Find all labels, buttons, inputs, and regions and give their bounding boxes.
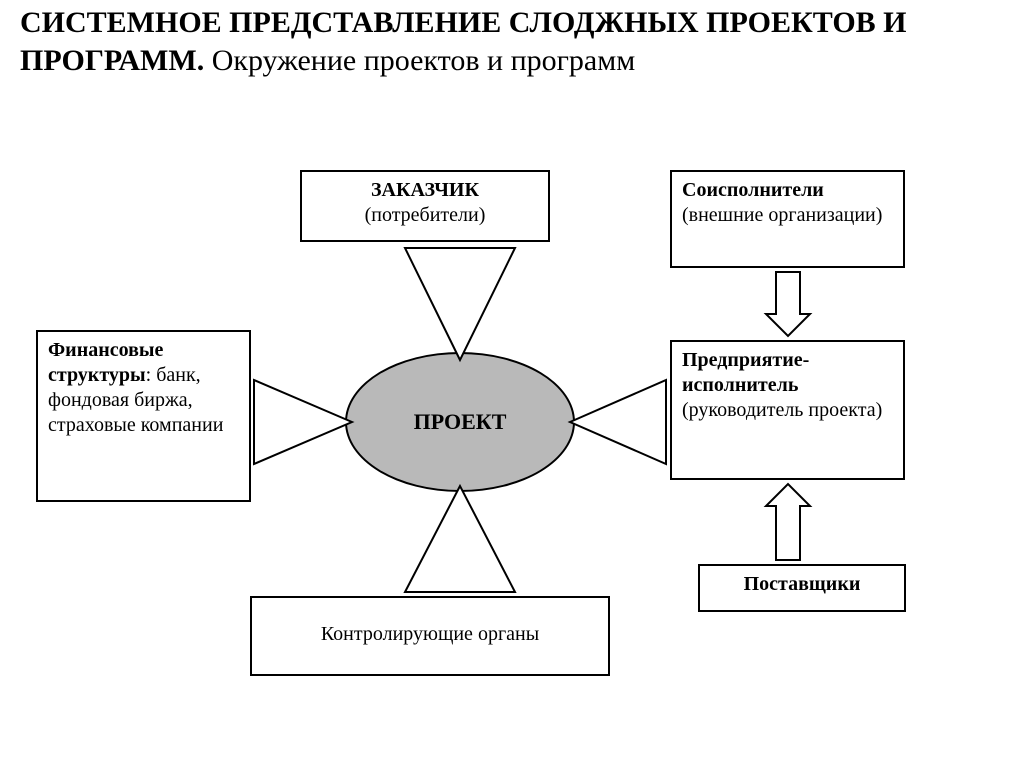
box-coexecutors-bold: Соисполнители (682, 179, 824, 201)
box-coexecutors: Соисполнители (внешние организации) (670, 170, 905, 268)
center-project-label: ПРОЕКТ (414, 409, 507, 435)
box-coexecutors-rest: (внешние организации) (682, 204, 882, 226)
box-regulators: Контролирующие органы (250, 596, 610, 676)
box-suppliers: Поставщики (698, 564, 906, 612)
box-executor-bold: Предприятие-исполнитель (682, 349, 809, 396)
tri-arrow-from-finance (254, 380, 352, 464)
box-regulators-rest: Контролирующие органы (321, 623, 539, 645)
tri-arrow-from-regulators (405, 486, 515, 592)
box-customer-rest: (потребители) (365, 204, 486, 226)
box-executor-rest: (руководитель проекта) (682, 399, 882, 421)
box-suppliers-bold: Поставщики (744, 573, 861, 595)
tri-arrow-from-executor (570, 380, 666, 464)
box-executor: Предприятие-исполнитель (руководитель пр… (670, 340, 905, 480)
center-project-ellipse: ПРОЕКТ (345, 352, 575, 492)
box-customer-bold: ЗАКАЗЧИК (371, 179, 479, 201)
block-arrow-suppliers-executor (766, 484, 810, 560)
tri-arrow-from-customer (405, 248, 515, 360)
box-finance: Финансовые структуры: банк, фондовая бир… (36, 330, 251, 502)
page-title-rest: Окружение проектов и программ (204, 44, 635, 77)
box-customer: ЗАКАЗЧИК (потребители) (300, 170, 550, 242)
page-title: СИСТЕМНОЕ ПРЕДСТАВЛЕНИЕ СЛОДЖНЫХ ПРОЕКТО… (20, 4, 980, 79)
block-arrow-coexecutors-executor (766, 272, 810, 336)
